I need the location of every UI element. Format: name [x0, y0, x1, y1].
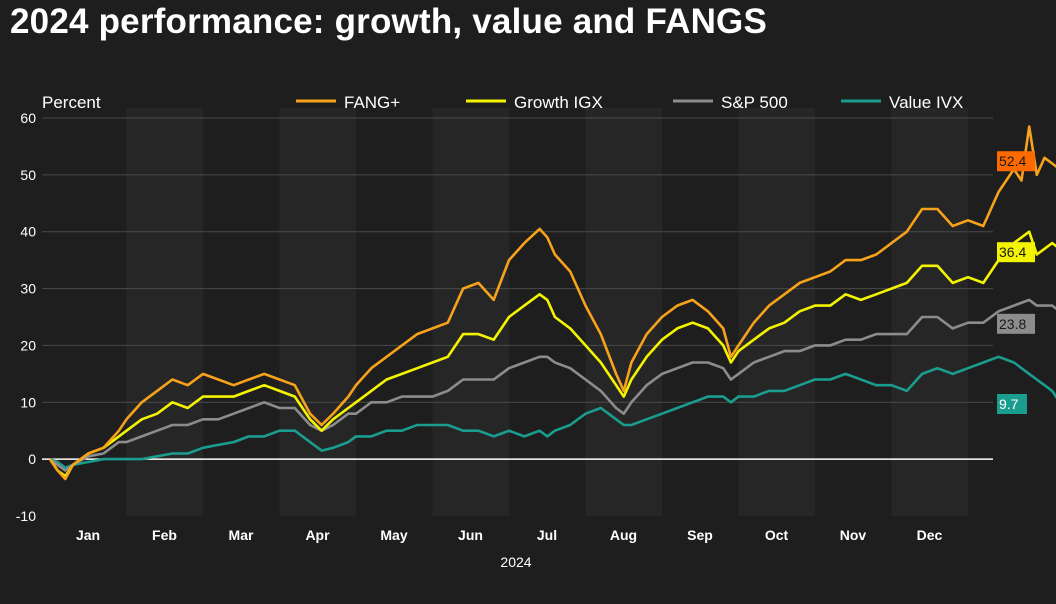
y-axis-label: Percent — [42, 93, 101, 112]
x-tick-label: Jul — [537, 527, 557, 543]
x-tick-label: Jan — [76, 527, 100, 543]
end-value-label: 23.8 — [999, 316, 1026, 332]
y-tick-label: 50 — [20, 167, 36, 183]
end-label-box — [997, 242, 1035, 263]
chart-title: 2024 performance: growth, value and FANG… — [10, 2, 768, 41]
series-line — [48, 125, 1056, 481]
end-label-box — [997, 393, 1027, 414]
month-band — [738, 108, 815, 516]
month-bands — [126, 108, 968, 516]
y-tick-label: 60 — [20, 110, 36, 126]
x-tick-label: Aug — [610, 527, 637, 543]
end-value-label: 9.7 — [999, 396, 1019, 412]
legend-item-label: Growth IGX — [514, 93, 603, 112]
end-label-box — [997, 313, 1035, 334]
x-tick-label: Mar — [229, 527, 254, 543]
x-axis-label: 2024 — [500, 554, 531, 570]
y-tick-label: 40 — [20, 224, 36, 240]
x-tick-label: Jun — [458, 527, 483, 543]
month-band — [126, 108, 203, 516]
month-band — [891, 108, 968, 516]
y-tick-label: -10 — [16, 508, 36, 524]
y-tick-label: 0 — [28, 451, 36, 467]
end-value-labels: 52.4 36.4 23.8 9.7 — [997, 151, 1035, 414]
x-tick-label: Nov — [840, 527, 867, 543]
series-line — [48, 230, 1056, 478]
series-line — [49, 355, 1056, 469]
end-value-label: 36.4 — [999, 244, 1026, 260]
y-tick-label: 30 — [20, 281, 36, 297]
legend: FANG+ Growth IGX S&P 500 Value IVX — [296, 93, 963, 112]
series-line — [49, 298, 1056, 472]
series-lines — [48, 125, 1056, 481]
y-tick-label: 10 — [20, 394, 36, 410]
legend-item-label: FANG+ — [344, 93, 400, 112]
x-axis: Jan Feb Mar Apr May Jun Jul Aug Sep Oct Nov Dec — [76, 527, 943, 543]
end-value-label: 52.4 — [999, 153, 1026, 169]
y-axis: 60 50 40 30 20 10 0 -10 — [16, 110, 36, 524]
x-tick-label: Feb — [152, 527, 177, 543]
month-band — [279, 108, 356, 516]
legend-item-label: S&P 500 — [721, 93, 788, 112]
x-tick-label: Dec — [917, 527, 943, 543]
x-tick-label: Oct — [765, 527, 789, 543]
x-tick-label: May — [380, 527, 407, 543]
y-tick-label: 20 — [20, 337, 36, 353]
month-band — [432, 108, 509, 516]
month-band — [585, 108, 662, 516]
x-tick-label: Sep — [687, 527, 713, 543]
legend-item-label: Value IVX — [889, 93, 963, 112]
end-label-box — [997, 151, 1035, 172]
x-tick-label: Apr — [305, 527, 330, 543]
grid-lines — [42, 117, 993, 460]
